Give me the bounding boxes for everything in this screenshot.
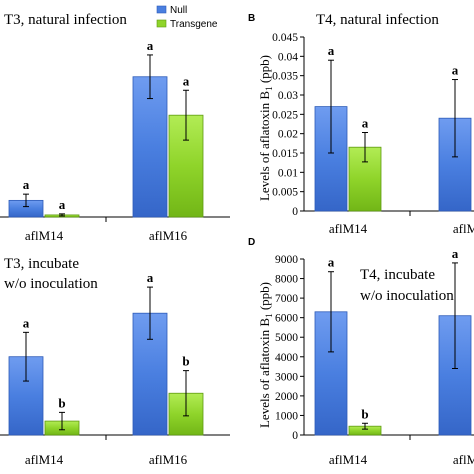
panel-b-y-tick-label: 0.01 [278, 167, 298, 179]
panel-d-y-tick-label: 6000 [275, 313, 298, 325]
panel-d-y-tick-label: 4000 [275, 352, 298, 364]
panel-c-significance-letter: a [147, 270, 154, 285]
panel-d-ylabel: Levels of aflatoxin B1 (ppb) [257, 282, 274, 428]
panel-d-category-label: aflM16 [453, 452, 474, 467]
panel-b-y-tick-label: 0.03 [278, 90, 298, 102]
legend-null-label: Null [170, 5, 187, 16]
panel-a-significance-letter: a [59, 197, 66, 212]
panel-b-y-tick-label: 0.025 [272, 109, 298, 121]
panel-a-significance-letter: a [23, 177, 30, 192]
panel-d-y-tick-label: 0 [292, 430, 298, 442]
panel-a-bar-null [132, 76, 168, 218]
panel-d-y-tick-label: 8000 [275, 274, 298, 286]
panel-b-category-label: aflM16 [453, 221, 474, 236]
panel-c-title-line1: T3, incubate [4, 256, 79, 272]
panel-c-significance-letter: a [23, 315, 30, 330]
plot-area: aflM14 aflM16 a a a a 0 0.005 0.01 0.015 0.02 0.025… [0, 32, 474, 467]
panel-b-title: T4, natural infection [316, 12, 439, 28]
panel-b-y-tick-label: 0.005 [272, 187, 298, 199]
panel-c-category-label: aflM14 [25, 452, 64, 467]
panel-d-y-tick-label: 7000 [275, 293, 298, 305]
panel-b-y-tick-label: 0.02 [278, 129, 298, 141]
panel-d-y-tick-label: 5000 [275, 332, 298, 344]
panel-a-significance-letter: a [147, 38, 154, 53]
panel-d-y-tick-label: 2000 [275, 391, 298, 403]
panel-b-significance-letter: a [328, 43, 335, 58]
legend-transgene-label: Transgene [170, 19, 218, 30]
panel-d-significance-letter: a [452, 246, 459, 261]
panel-a-significance-letter: a [183, 73, 190, 88]
panel-a-category-label: aflM16 [149, 228, 188, 243]
panel-d-significance-letter: a [328, 255, 335, 270]
legend-transgene-swatch [156, 19, 167, 28]
panel-c-significance-letter: b [182, 354, 189, 369]
panel-d-y-tick-label: 9000 [275, 254, 298, 266]
panel-b-y-tick-label: 0.04 [278, 51, 298, 63]
panel-a-title: T3, natural infection [4, 12, 127, 28]
panel-d-y-tick-label: 1000 [275, 410, 298, 422]
panel-d-title-line2: w/o inoculation [360, 288, 454, 304]
panel-b-y-tick-label: 0 [292, 206, 298, 218]
panel-b-significance-letter: a [452, 63, 459, 78]
panel-d-significance-letter: b [361, 406, 368, 421]
panel-d-y-tick-label: 3000 [275, 371, 298, 383]
panel-b-y-tick-label: 0.045 [272, 32, 298, 44]
panel-c-category-label: aflM16 [149, 452, 188, 467]
panel-b-y-tick-label: 0.015 [272, 148, 298, 160]
panel-c-title-line2: w/o inoculation [4, 276, 98, 292]
panel-b-significance-letter: a [362, 116, 369, 131]
panel-b-category-label: aflM14 [329, 221, 368, 236]
legend: Null Transgene [156, 5, 218, 30]
legend-null-swatch [156, 5, 167, 14]
panel-d-letter: D [248, 237, 255, 248]
panel-b-letter: B [248, 13, 255, 24]
panel-b-ylabel: Levels of aflatoxin B1 (ppb) [257, 55, 274, 201]
panel-b-y-tick-label: 0.035 [272, 71, 298, 83]
panel-d-category-label: aflM14 [329, 452, 368, 467]
panel-d-title-line1: T4, incubate [360, 267, 435, 283]
panel-c-significance-letter: b [58, 395, 65, 410]
panel-a-category-label: aflM14 [25, 228, 64, 243]
